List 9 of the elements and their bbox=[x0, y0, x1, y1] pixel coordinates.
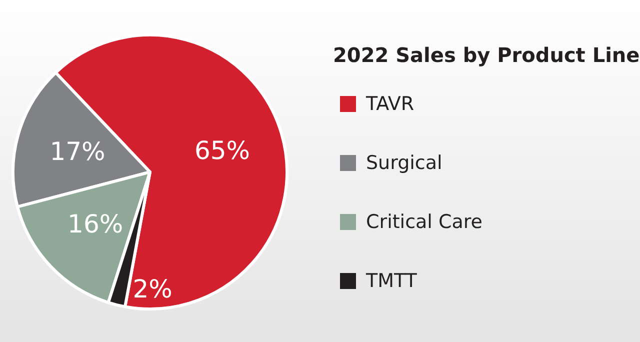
legend-label: Critical Care bbox=[366, 211, 482, 233]
data-label: 65% bbox=[194, 136, 250, 166]
data-label: 17% bbox=[50, 136, 106, 166]
data-label: 2% bbox=[132, 274, 172, 304]
legend-label: TMTT bbox=[365, 270, 418, 292]
chart-title: 2022 Sales by Product Line bbox=[333, 43, 640, 67]
slice-label: TAVR bbox=[365, 93, 414, 115]
data-label: 16% bbox=[68, 209, 124, 238]
legend-label: Surgical bbox=[366, 152, 442, 174]
